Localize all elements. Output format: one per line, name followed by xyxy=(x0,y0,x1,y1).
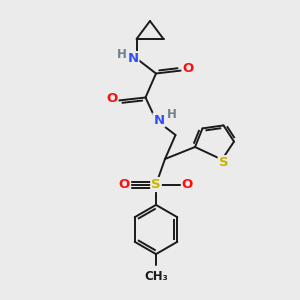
Text: S: S xyxy=(219,156,228,169)
Text: H: H xyxy=(167,107,176,121)
Text: CH₃: CH₃ xyxy=(144,270,168,283)
Text: O: O xyxy=(182,178,193,191)
Text: N: N xyxy=(127,52,139,65)
Text: N: N xyxy=(153,113,165,127)
Text: O: O xyxy=(106,92,118,106)
Text: S: S xyxy=(151,178,161,191)
Text: H: H xyxy=(117,48,126,62)
Text: O: O xyxy=(119,178,130,191)
Text: O: O xyxy=(182,62,194,76)
